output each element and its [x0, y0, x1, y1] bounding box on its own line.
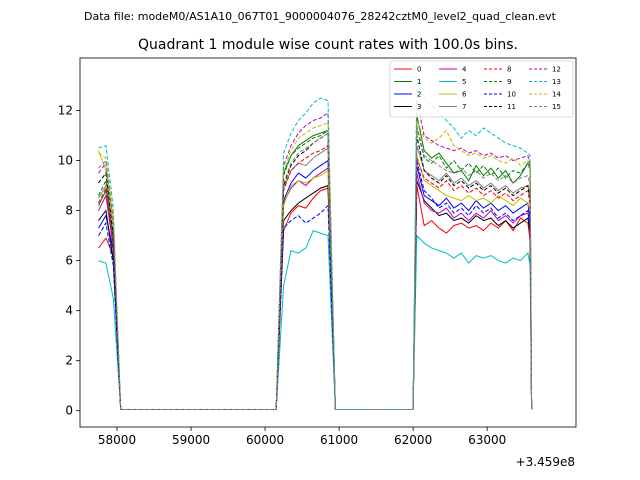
series-line-14: [98, 120, 533, 410]
legend-label-0: 0: [417, 66, 421, 74]
y-tick-label-1: 2: [65, 354, 73, 368]
series-line-13: [98, 80, 533, 410]
legend-label-4: 4: [462, 66, 467, 74]
series-line-9: [98, 127, 533, 410]
series-line-8: [98, 144, 533, 410]
x-tick-label-3: 61000: [320, 433, 358, 447]
series-line-2: [98, 159, 533, 410]
plot-area: 58000 59000 60000 61000 62000 630000246810120…: [58, 57, 577, 447]
series-line-10: [98, 160, 533, 410]
y-tick-label-2: 4: [65, 304, 73, 318]
series-line-4: [98, 167, 533, 410]
legend-label-5: 5: [462, 78, 466, 86]
series-line-6: [98, 150, 533, 410]
series-line-12: [98, 100, 533, 410]
legend-label-3: 3: [417, 103, 421, 111]
legend-label-7: 7: [462, 103, 466, 111]
series-line-5: [98, 229, 533, 410]
y-tick-label-0: 0: [65, 404, 73, 418]
series-line-1: [98, 115, 533, 410]
y-tick-label-3: 6: [65, 254, 73, 268]
data-file-caption: Data file: modeM0/AS1A10_067T01_90000040…: [84, 10, 557, 23]
legend-label-14: 14: [552, 91, 561, 99]
axes-frame: [79, 57, 577, 428]
legend-label-8: 8: [507, 66, 511, 74]
x-tick-label-4: 62000: [394, 433, 432, 447]
legend-box: [389, 60, 574, 118]
legend-label-12: 12: [552, 66, 561, 74]
series-line-3: [98, 180, 533, 410]
y-tick-label-6: 12: [58, 104, 73, 118]
legend-label-6: 6: [462, 91, 467, 99]
legend-label-15: 15: [552, 103, 561, 111]
legend-label-10: 10: [507, 91, 516, 99]
x-offset-label: +3.459e8: [516, 455, 575, 469]
series-line-15: [98, 125, 533, 410]
series-line-7: [98, 145, 533, 410]
chart-title: Quadrant 1 module wise count rates with …: [138, 37, 518, 53]
legend-label-13: 13: [552, 78, 561, 86]
x-tick-label-2: 60000: [246, 433, 284, 447]
x-tick-label-5: 63000: [468, 433, 506, 447]
y-tick-label-5: 10: [58, 154, 73, 168]
legend-label-1: 1: [417, 78, 421, 86]
series-line-11: [98, 132, 533, 410]
legend-label-2: 2: [417, 91, 421, 99]
legend-label-11: 11: [507, 103, 516, 111]
x-tick-label-0: 58000: [98, 433, 136, 447]
legend-label-9: 9: [507, 78, 511, 86]
x-tick-label-1: 59000: [172, 433, 210, 447]
y-tick-label-4: 8: [65, 204, 73, 218]
